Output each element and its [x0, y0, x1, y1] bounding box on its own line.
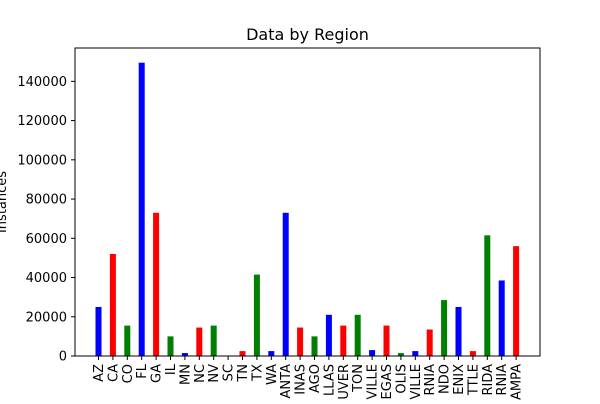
bar — [426, 329, 433, 356]
bar — [369, 350, 376, 356]
x-axis-ticks: AZ CA CO FL GA IL MN NC NV SC TN TX WA ANTA INAS AGO LLA… — [92, 356, 525, 400]
bar — [196, 327, 203, 356]
bar — [95, 306, 102, 356]
x-tick-label: RNIA — [423, 364, 438, 396]
x-tick-label: NC — [193, 364, 208, 383]
x-tick-label: NV — [207, 364, 222, 383]
x-tick-label: AGO — [308, 364, 323, 393]
bar — [513, 246, 520, 356]
bar — [340, 325, 347, 356]
bar — [469, 351, 476, 356]
bar — [167, 336, 174, 356]
bar — [397, 353, 404, 356]
x-tick-label: TON — [351, 364, 366, 393]
x-tick-label: EGAS — [380, 364, 395, 399]
y-tick-label: 100000 — [17, 153, 67, 168]
x-tick-label: CO — [121, 364, 136, 383]
plot-frame — [74, 47, 541, 357]
x-tick-label: TTLE — [466, 364, 481, 396]
bar — [124, 325, 131, 356]
bar — [484, 235, 491, 356]
bar — [210, 325, 217, 356]
chart-title: Data by Region — [246, 25, 369, 44]
x-tick-label: TN — [236, 364, 251, 383]
x-tick-label: GA — [150, 364, 165, 383]
x-tick-label: CA — [106, 364, 121, 382]
y-axis-label: Instances — [0, 171, 10, 233]
x-tick-label: AZ — [92, 364, 107, 382]
y-tick-label: 0 — [59, 350, 67, 365]
x-tick-label: WA — [265, 364, 280, 385]
x-tick-label: IL — [164, 363, 179, 375]
bar — [181, 353, 188, 356]
y-tick-label: 80000 — [26, 193, 67, 208]
x-tick-label: NDO — [438, 364, 453, 394]
bar — [282, 212, 289, 356]
x-tick-label: VILLE — [366, 364, 381, 399]
y-tick-label: 140000 — [17, 75, 67, 90]
x-tick-label: SC — [222, 364, 237, 381]
bar — [297, 327, 304, 356]
x-tick-label: ANTA — [279, 364, 294, 399]
x-tick-label: MN — [178, 364, 193, 385]
bar — [325, 314, 332, 356]
y-tick-label: 40000 — [26, 271, 67, 286]
x-tick-label: RIDA — [481, 364, 496, 396]
x-tick-label: TX — [250, 364, 265, 382]
bar — [138, 62, 145, 357]
bar — [109, 253, 116, 356]
bar — [239, 351, 246, 356]
y-tick-label: 120000 — [17, 114, 67, 129]
y-axis-ticks: 0 20000 40000 60000 80000 100000 120000 140000 — [17, 75, 75, 365]
y-tick-label: 20000 — [26, 310, 67, 325]
bar — [498, 280, 505, 356]
x-tick-label: OLIS — [394, 364, 409, 394]
x-tick-label: ENIX — [452, 364, 467, 395]
bar — [268, 351, 275, 356]
x-tick-label: RNIA — [495, 364, 510, 396]
x-tick-label: LLAS — [322, 364, 337, 396]
bar — [311, 336, 318, 356]
bar — [441, 300, 448, 356]
bar — [354, 314, 361, 356]
bar — [383, 325, 390, 356]
bar — [412, 351, 419, 356]
x-tick-label: VILLE — [409, 364, 424, 399]
bar — [253, 274, 260, 356]
x-tick-label: AMPA — [510, 364, 525, 400]
x-tick-label: UVER — [337, 364, 352, 400]
bar — [153, 212, 160, 356]
y-tick-label: 60000 — [26, 232, 67, 247]
bars — [95, 62, 520, 357]
x-tick-label: INAS — [294, 364, 309, 395]
x-tick-label: FL — [135, 363, 150, 378]
bar — [455, 306, 462, 356]
